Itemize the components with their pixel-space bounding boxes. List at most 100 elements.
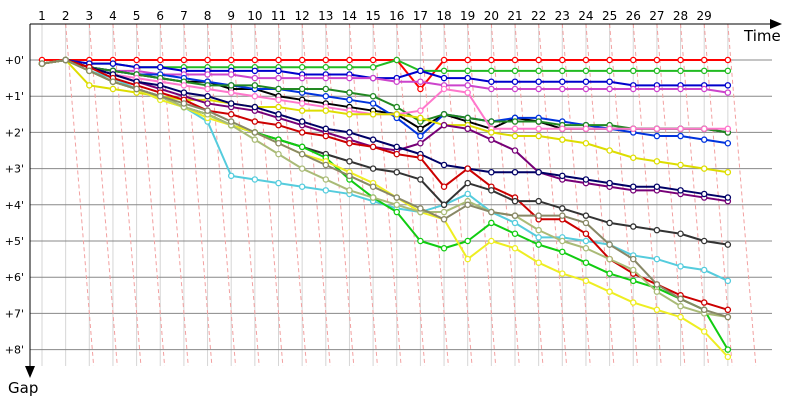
data-point xyxy=(511,56,519,64)
data-point xyxy=(606,125,613,133)
guide-line xyxy=(727,23,757,367)
x-tick-label: 29 xyxy=(697,9,712,23)
data-point xyxy=(653,56,661,64)
data-point xyxy=(559,136,566,143)
data-point xyxy=(227,111,235,118)
data-point xyxy=(677,56,684,64)
y-tick-label: +7' xyxy=(5,307,24,320)
data-point xyxy=(369,165,377,172)
data-point xyxy=(227,82,235,89)
data-point xyxy=(275,56,282,64)
data-point xyxy=(251,129,259,136)
data-point xyxy=(322,56,330,64)
data-point xyxy=(700,85,708,93)
data-point xyxy=(582,78,590,85)
data-point xyxy=(464,56,471,64)
x-tick-label: 9 xyxy=(227,9,235,23)
data-point xyxy=(724,241,732,248)
data-point xyxy=(369,100,377,107)
series-line xyxy=(41,59,728,72)
data-point xyxy=(417,85,424,93)
data-point xyxy=(582,176,590,183)
data-point xyxy=(109,85,117,93)
data-point xyxy=(298,165,306,172)
data-point xyxy=(677,302,684,310)
data-point xyxy=(464,255,471,263)
data-point xyxy=(677,132,684,140)
data-point xyxy=(700,299,708,306)
data-point xyxy=(417,67,424,75)
data-point xyxy=(464,201,471,209)
data-point xyxy=(606,179,613,187)
data-point xyxy=(606,147,613,154)
data-point xyxy=(440,208,448,216)
data-point xyxy=(251,136,259,143)
data-point xyxy=(511,67,519,75)
data-point xyxy=(700,67,708,75)
data-point xyxy=(724,89,732,96)
data-point xyxy=(227,118,235,125)
guide-line xyxy=(230,23,260,367)
data-point xyxy=(582,212,590,219)
x-tick-label: 3 xyxy=(85,9,93,23)
data-point xyxy=(582,230,590,238)
data-point xyxy=(369,183,377,190)
data-point xyxy=(393,103,400,111)
data-point xyxy=(251,74,259,82)
data-point xyxy=(677,85,684,93)
data-point xyxy=(677,313,684,321)
data-point xyxy=(511,212,519,219)
data-point xyxy=(62,56,69,64)
data-point xyxy=(322,92,330,100)
x-tick-label: 18 xyxy=(436,9,451,23)
data-point xyxy=(251,82,259,89)
data-point xyxy=(653,85,661,93)
data-point xyxy=(630,255,637,263)
data-point xyxy=(204,85,211,93)
data-point xyxy=(393,150,400,158)
data-point xyxy=(535,241,542,248)
series-line xyxy=(41,59,729,174)
data-point xyxy=(440,67,448,75)
guide-line xyxy=(136,23,166,367)
data-point xyxy=(180,89,188,96)
guide-line xyxy=(207,23,237,367)
data-point xyxy=(724,313,732,321)
data-point xyxy=(180,100,188,107)
series-line xyxy=(41,59,729,318)
data-point xyxy=(86,67,93,75)
data-point xyxy=(393,143,400,151)
guide-line xyxy=(278,23,307,367)
guide-line xyxy=(159,23,189,367)
data-point xyxy=(653,132,661,140)
data-point xyxy=(369,56,377,64)
data-point xyxy=(227,71,235,78)
data-point xyxy=(369,194,377,201)
data-point xyxy=(653,255,661,263)
data-point xyxy=(464,190,471,198)
data-point xyxy=(630,154,637,161)
data-point xyxy=(559,172,566,180)
data-point xyxy=(488,78,495,85)
data-point xyxy=(511,230,519,238)
data-point xyxy=(298,74,306,82)
data-point xyxy=(322,161,330,169)
data-point xyxy=(653,226,661,234)
data-point xyxy=(322,74,330,82)
data-point xyxy=(298,100,306,107)
data-point xyxy=(535,67,542,75)
data-point xyxy=(322,63,330,71)
data-point xyxy=(535,85,542,93)
data-point xyxy=(180,82,188,89)
series-line xyxy=(41,59,729,199)
data-point xyxy=(677,161,684,169)
data-point xyxy=(417,237,424,245)
data-point xyxy=(369,136,377,143)
data-point xyxy=(417,205,424,212)
data-point xyxy=(582,67,590,75)
data-point xyxy=(511,78,519,85)
data-point xyxy=(724,168,732,176)
data-point xyxy=(322,85,330,93)
x-tick-label: 10 xyxy=(247,9,262,23)
data-point xyxy=(606,78,613,85)
